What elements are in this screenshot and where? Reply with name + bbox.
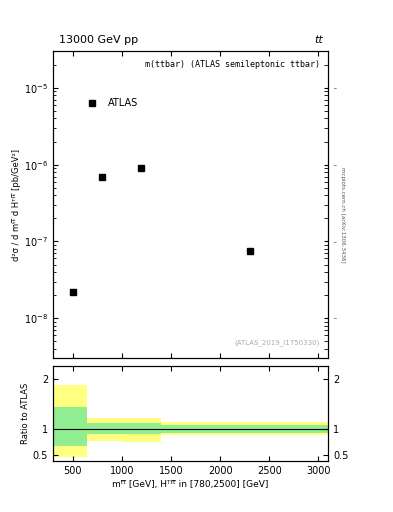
Bar — [53, 385, 88, 457]
Text: ATLAS: ATLAS — [108, 98, 138, 109]
Bar — [88, 418, 122, 440]
X-axis label: mᵗᵗ̅ [GeV], Hᵀᵗᵗ̅ in [780,2500] [GeV]: mᵗᵗ̅ [GeV], Hᵀᵗᵗ̅ in [780,2500] [GeV] — [112, 480, 269, 489]
Bar — [53, 407, 88, 446]
Text: m(ttbar) (ATLAS semileptonic ttbar): m(ttbar) (ATLAS semileptonic ttbar) — [145, 60, 320, 70]
Text: 13000 GeV pp: 13000 GeV pp — [59, 35, 138, 45]
Text: tt: tt — [314, 35, 323, 45]
Y-axis label: Ratio to ATLAS: Ratio to ATLAS — [21, 383, 30, 444]
Bar — [161, 422, 328, 436]
Bar — [122, 423, 161, 435]
Text: (ATLAS_2019_I1750330): (ATLAS_2019_I1750330) — [235, 339, 320, 346]
Text: mcplots.cern.ch [arXiv:1306.3436]: mcplots.cern.ch [arXiv:1306.3436] — [340, 167, 345, 263]
Y-axis label: d²σ / d mᵗᵗ̅ d Hᵀᵗᵗ̅ [pb/GeV²]: d²σ / d mᵗᵗ̅ d Hᵀᵗᵗ̅ [pb/GeV²] — [12, 149, 21, 261]
Bar — [122, 418, 161, 442]
Bar — [88, 423, 122, 435]
Bar — [161, 425, 328, 434]
